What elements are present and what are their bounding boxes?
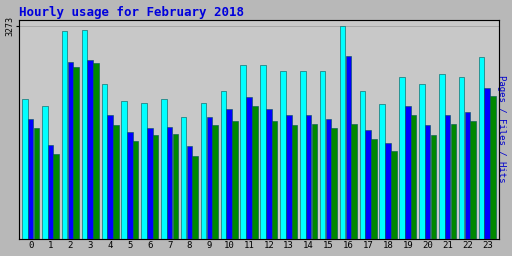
Bar [471,121,476,239]
Bar [181,117,186,239]
Bar [331,128,337,239]
Bar [147,128,153,239]
Bar [53,154,59,239]
Bar [484,88,490,239]
Bar [351,124,357,239]
Bar [201,103,206,239]
Bar [320,71,326,239]
Bar [93,63,99,239]
Bar [260,65,266,239]
Bar [459,77,464,239]
Bar [28,119,33,239]
Bar [366,130,371,239]
Bar [34,128,39,239]
Bar [431,135,436,239]
Bar [391,151,396,239]
Bar [292,125,297,239]
Bar [187,146,192,239]
Bar [167,127,173,239]
Bar [161,99,166,239]
Bar [73,67,79,239]
Bar [405,105,411,239]
Bar [385,143,391,239]
Bar [232,121,238,239]
Bar [127,132,133,239]
Bar [101,84,107,239]
Bar [346,56,351,239]
Text: Hourly usage for February 2018: Hourly usage for February 2018 [19,6,244,18]
Bar [312,124,317,239]
Bar [371,139,377,239]
Bar [153,135,158,239]
Bar [280,71,286,239]
Bar [359,91,365,239]
Bar [340,26,345,239]
Bar [445,115,451,239]
Y-axis label: Pages / Files / Hits: Pages / Files / Hits [498,76,506,183]
Bar [68,62,73,239]
Bar [22,99,28,239]
Bar [121,101,127,239]
Bar [451,124,456,239]
Bar [212,125,218,239]
Bar [241,65,246,239]
Bar [141,103,147,239]
Bar [272,121,278,239]
Bar [173,134,178,239]
Bar [399,77,405,239]
Bar [226,109,232,239]
Bar [252,105,258,239]
Bar [42,105,48,239]
Bar [133,141,138,239]
Bar [62,31,68,239]
Bar [88,59,93,239]
Bar [379,104,385,239]
Bar [48,145,53,239]
Bar [81,30,87,239]
Bar [326,119,331,239]
Bar [464,112,470,239]
Bar [246,97,252,239]
Bar [419,84,425,239]
Bar [206,117,212,239]
Bar [490,96,496,239]
Bar [108,115,113,239]
Bar [193,156,198,239]
Bar [425,125,431,239]
Bar [411,115,416,239]
Bar [113,125,119,239]
Bar [439,74,444,239]
Bar [300,71,306,239]
Bar [479,57,484,239]
Bar [266,109,272,239]
Bar [221,91,226,239]
Bar [286,115,291,239]
Bar [306,115,311,239]
